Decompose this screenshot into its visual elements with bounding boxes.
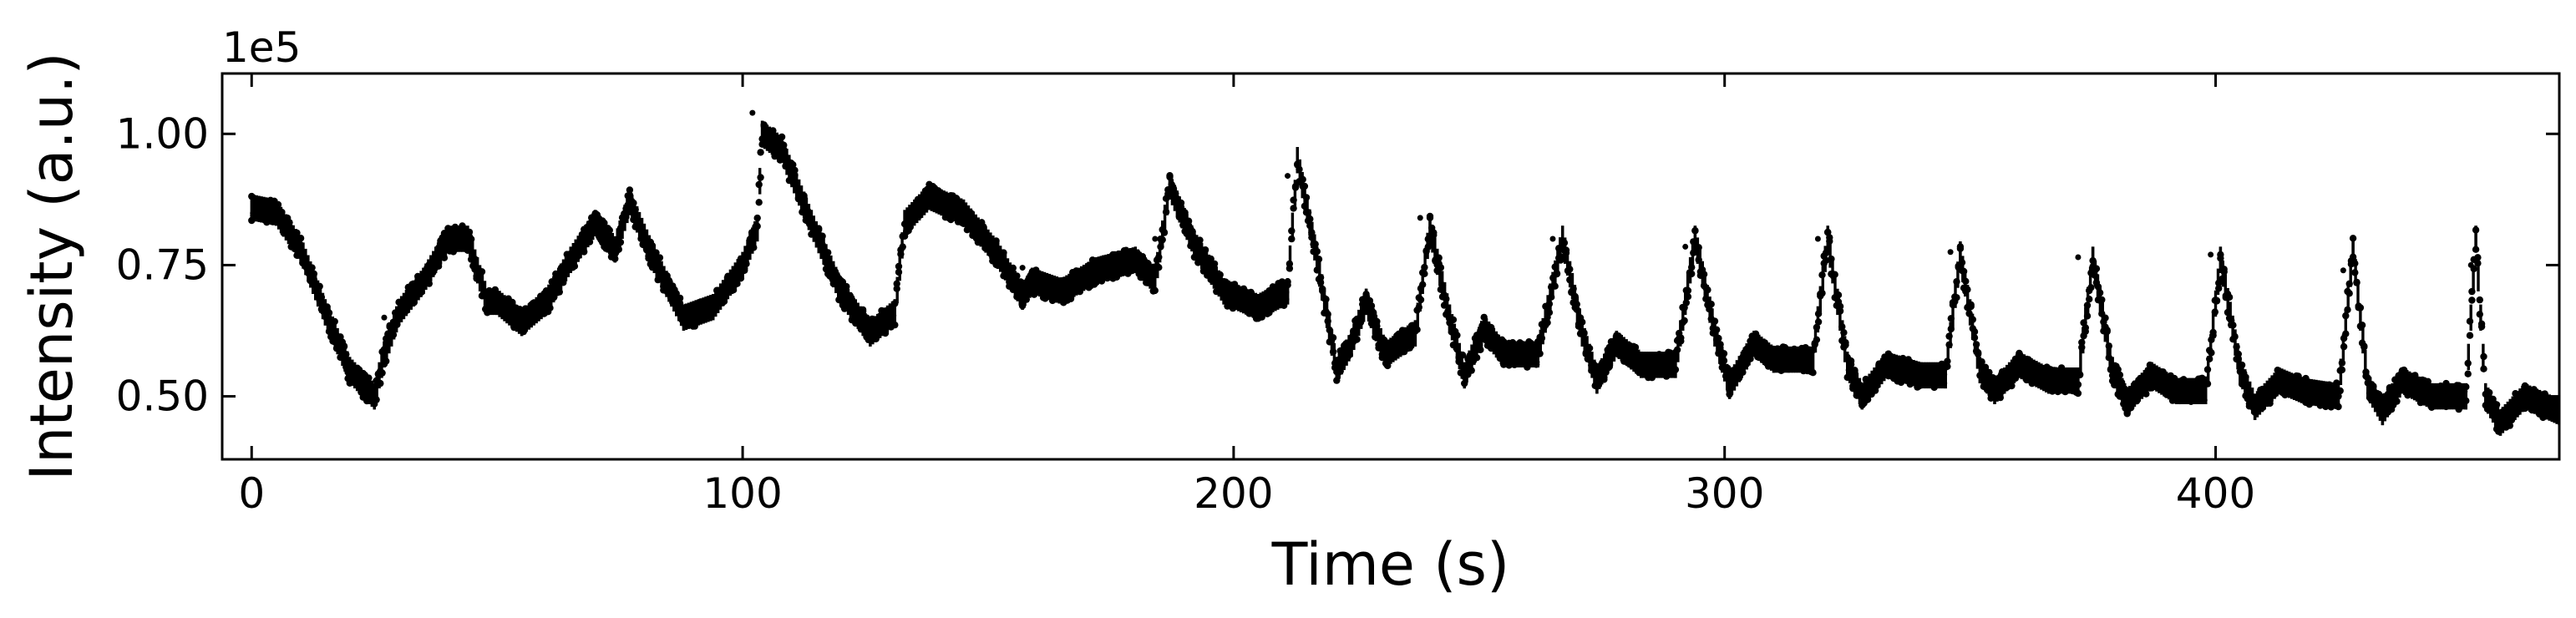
outlier-point bbox=[1019, 265, 1026, 271]
outlier-point bbox=[1549, 236, 1556, 242]
data-point bbox=[2474, 260, 2482, 267]
x-tick-label: 200 bbox=[1194, 469, 1273, 518]
outlier-point bbox=[1285, 173, 1291, 180]
data-point bbox=[2464, 370, 2472, 377]
data-point bbox=[757, 149, 764, 156]
outlier-point bbox=[1947, 249, 1954, 256]
x-tick-label: 400 bbox=[2176, 469, 2255, 518]
x-tick-label: 300 bbox=[1685, 469, 1764, 518]
outlier-point bbox=[2208, 251, 2214, 258]
outlier-point bbox=[381, 314, 388, 321]
data-layer bbox=[248, 109, 2559, 436]
outlier-point bbox=[2340, 267, 2346, 274]
y-tick-label: 1.00 bbox=[116, 109, 209, 158]
x-axis-label: Time (s) bbox=[1271, 530, 1510, 599]
outlier-point bbox=[1417, 215, 1423, 221]
data-point bbox=[2466, 332, 2474, 339]
outlier-point bbox=[1814, 236, 1821, 242]
outlier-point bbox=[2075, 254, 2082, 261]
data-point bbox=[2474, 254, 2482, 261]
data-point bbox=[2468, 296, 2476, 304]
outlier-point bbox=[1152, 236, 1159, 242]
y-axis-label: Intensity (a.u.) bbox=[18, 52, 86, 480]
data-point bbox=[2476, 296, 2483, 304]
y-tick-label: 0.50 bbox=[116, 372, 209, 421]
outlier-point bbox=[749, 109, 756, 116]
y-tick-label: 0.75 bbox=[116, 241, 209, 289]
data-point bbox=[1290, 205, 1297, 212]
x-axis-ticks: 0 100 200 300 400 bbox=[238, 73, 2255, 518]
outlier-point bbox=[1682, 243, 1689, 250]
x-tick-label: 100 bbox=[702, 469, 782, 518]
plot-frame bbox=[221, 72, 2561, 461]
y-axis-ticks: 0.50 0.75 1.00 bbox=[116, 109, 2559, 421]
x-tick-label: 0 bbox=[238, 469, 265, 518]
data-point bbox=[755, 199, 763, 206]
outlier-point bbox=[2467, 261, 2474, 268]
y-offset-label: 1e5 bbox=[222, 23, 301, 72]
